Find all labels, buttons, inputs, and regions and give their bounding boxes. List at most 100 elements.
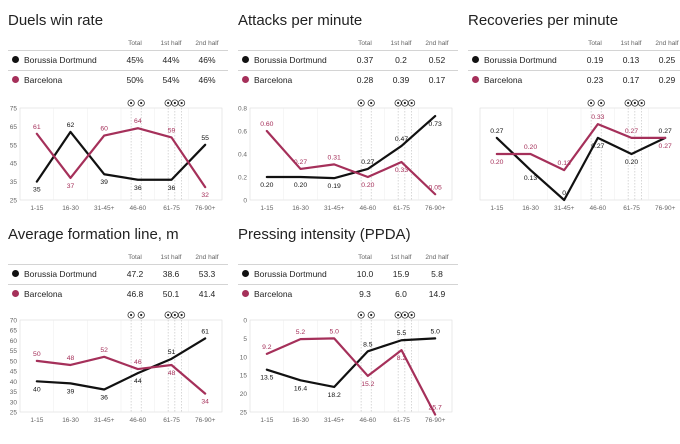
y-tick-label: 35: [10, 389, 18, 396]
dortmund-data-label: 0.27: [361, 159, 374, 166]
dortmund-data-label: 0.27: [591, 143, 604, 150]
x-tick-label: 1-15: [30, 417, 43, 424]
x-tick-label: 31-45+: [554, 205, 575, 212]
football-icon: [357, 311, 365, 319]
dortmund-data-label: 55: [201, 135, 209, 142]
recoveries-per-minute-chart: 1-15 16-30 31-45+ 46-60 61-75 76-90+ 0.27 0.13 0…: [479, 99, 680, 212]
ball-patch: [370, 101, 373, 105]
ball-patch: [173, 101, 176, 105]
y-tick-label: 0: [243, 198, 247, 205]
x-tick-label: 76-90+: [195, 417, 216, 424]
stats-table: Total 1st half 2nd half Borussia Dortmun…: [238, 252, 458, 304]
ball-patch: [600, 101, 603, 105]
x-tick-label: 61-75: [393, 417, 410, 424]
stats-row-dortmund: Borussia Dortmund 10.0 15.9 5.8: [238, 264, 458, 284]
barcelona-data-label: 50: [33, 351, 41, 358]
x-tick-label: 46-60: [360, 205, 377, 212]
y-tick-label: 75: [10, 106, 18, 113]
dortmund-data-label: 8.5: [363, 341, 373, 348]
dortmund-data-label: 5.5: [397, 330, 407, 337]
dortmund-data-label: 62: [67, 122, 75, 129]
football-icon: [164, 99, 172, 107]
barcelona-data-label: 25.7: [429, 405, 442, 412]
y-tick-label: 10: [240, 354, 248, 361]
football-icon: [357, 99, 365, 107]
team-name: Barcelona: [254, 75, 293, 85]
ball-patch: [360, 101, 363, 105]
dortmund-data-label: 36: [100, 395, 108, 402]
dortmund-data-label: 39: [67, 388, 75, 395]
team-name: Borussia Dortmund: [484, 55, 557, 65]
dortmund-data-label: 0.73: [429, 121, 442, 128]
ball-patch: [410, 313, 413, 317]
dortmund-dot: [472, 56, 479, 63]
x-tick-label: 61-75: [393, 205, 410, 212]
dortmund-data-label: 18.2: [328, 392, 341, 399]
second-half-value: 46%: [198, 75, 216, 85]
stats-row-barcelona: Barcelona 0.28 0.39 0.17: [238, 70, 458, 90]
dortmund-data-label: 0.13: [524, 175, 537, 182]
x-tick-label: 31-45+: [324, 205, 345, 212]
dortmund-data-label: 0.20: [294, 182, 307, 189]
stats-table: Total 1st half 2nd half Borussia Dortmun…: [8, 252, 228, 304]
x-tick-label: 76-90+: [425, 205, 446, 212]
y-tick-label: 0.6: [238, 129, 247, 136]
y-tick-label: 15: [240, 373, 248, 380]
dortmund-data-label: 0: [562, 190, 566, 197]
football-icon: [137, 99, 145, 107]
y-tick-label: 30: [10, 399, 18, 406]
barcelona-data-label: 15.2: [361, 381, 374, 388]
barcelona-data-label: 5.2: [296, 329, 306, 336]
second-half-value: 41.4: [198, 289, 216, 299]
football-icon: [127, 99, 135, 107]
barcelona-series-line: [265, 337, 437, 416]
x-tick-label: 46-60: [360, 417, 377, 424]
barcelona-data-label: 0.20: [490, 159, 503, 166]
y-tick-label: 45: [10, 161, 18, 168]
stats-header: Total 1st half 2nd half: [8, 252, 228, 264]
total-value: 47.2: [126, 269, 144, 279]
stats-row-dortmund: Borussia Dortmund 0.19 0.13 0.25: [468, 50, 680, 70]
x-tick-label: 16-30: [62, 205, 79, 212]
total-value: 0.37: [356, 55, 374, 65]
first-half-value: 44%: [162, 55, 180, 65]
ball-patch: [360, 313, 363, 317]
barcelona-data-label: 0.27: [659, 143, 672, 150]
football-icon: [164, 311, 172, 319]
panel-title: Attacks per minute: [238, 12, 363, 29]
x-tick-label: 31-45+: [94, 417, 115, 424]
barcelona-data-label: 5.0: [329, 328, 339, 335]
panel-title: Pressing intensity (PPDA): [238, 226, 411, 243]
x-tick-label: 1-15: [30, 205, 43, 212]
barcelona-data-label: 61: [33, 124, 41, 131]
dortmund-data-label: 0.27: [659, 128, 672, 135]
x-tick-label: 16-30: [292, 417, 309, 424]
y-tick-label: 45: [10, 369, 18, 376]
x-tick-label: 31-45+: [324, 417, 345, 424]
football-icon: [408, 99, 416, 107]
first-half-value: 0.17: [622, 75, 640, 85]
y-tick-label: 0: [243, 318, 247, 325]
col-second-half-header: 2nd half: [195, 254, 219, 261]
football-icon: [587, 99, 595, 107]
col-first-half-header: 1st half: [160, 40, 182, 47]
duels-win-rate-chart: 25 35 45 55 65 75 1-15 16-30 31-45+ 46-60 61-75 76-…: [10, 99, 223, 212]
y-tick-label: 35: [10, 179, 18, 186]
barcelona-data-label: 37: [67, 183, 75, 190]
total-value: 10.0: [356, 269, 374, 279]
dortmund-series-line: [35, 337, 207, 391]
second-half-value: 53.3: [198, 269, 216, 279]
col-total-header: Total: [128, 254, 142, 261]
ball-patch: [370, 313, 373, 317]
y-tick-label: 65: [10, 328, 18, 335]
dortmund-series-line: [35, 130, 207, 183]
football-icon: [401, 311, 409, 319]
dortmund-data-label: 5.0: [430, 328, 440, 335]
second-half-value: 0.29: [658, 75, 676, 85]
barcelona-series-line: [35, 127, 207, 189]
ball-patch: [140, 101, 143, 105]
x-tick-label: 76-90+: [195, 205, 216, 212]
stats-header: Total 1st half 2nd half: [8, 38, 228, 50]
stats-row-barcelona: Barcelona 46.8 50.1 41.4: [8, 284, 228, 304]
x-tick-label: 46-60: [130, 205, 147, 212]
